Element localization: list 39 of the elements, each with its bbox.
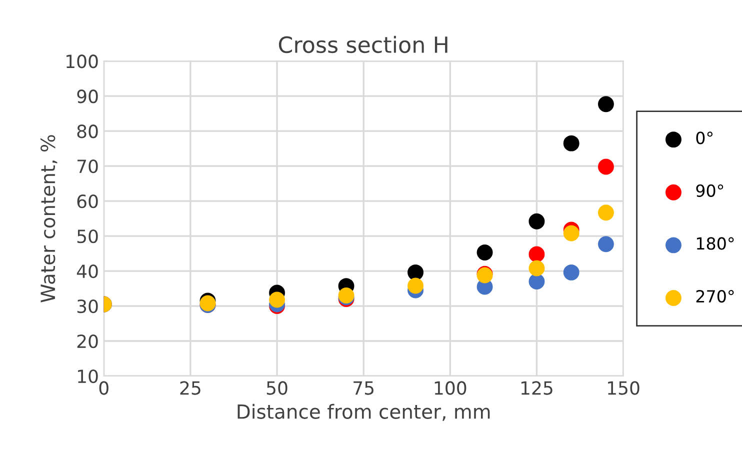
legend-label: 270° bbox=[696, 290, 734, 303]
x-tick-label: 150 bbox=[608, 381, 640, 395]
x-tick-label: 125 bbox=[521, 381, 552, 395]
point bbox=[563, 225, 580, 242]
point bbox=[528, 246, 545, 262]
y-tick-label: 90 bbox=[77, 90, 98, 104]
y-tick-label: 40 bbox=[76, 264, 98, 278]
point bbox=[563, 264, 580, 280]
point bbox=[476, 244, 493, 260]
y-tick-label: 30 bbox=[77, 299, 98, 314]
point bbox=[563, 135, 580, 152]
x-tick-label: 50 bbox=[266, 381, 288, 395]
y-tick-label: 70 bbox=[78, 160, 98, 174]
point bbox=[408, 278, 424, 294]
x-axis-title: Distance from center, mm bbox=[238, 404, 490, 421]
y-tick-label: 100 bbox=[66, 54, 98, 68]
y-tick-label: 20 bbox=[77, 334, 98, 348]
y-tick-label: 50 bbox=[77, 230, 98, 244]
point bbox=[598, 236, 614, 252]
legend-label: 180° bbox=[696, 237, 734, 250]
legend-label: 90° bbox=[696, 184, 724, 197]
point bbox=[528, 213, 545, 230]
y-tick-label: 60 bbox=[77, 194, 98, 208]
point bbox=[598, 204, 614, 221]
point bbox=[528, 274, 545, 290]
point bbox=[598, 158, 614, 175]
x-tick-label: 75 bbox=[354, 381, 374, 395]
y-tick-label: 80 bbox=[77, 124, 98, 138]
x-tick-label: 100 bbox=[434, 381, 466, 395]
point bbox=[598, 96, 614, 112]
point bbox=[408, 264, 424, 280]
x-tick-label: 25 bbox=[180, 381, 200, 395]
chart-title: Cross section H bbox=[278, 36, 448, 54]
legend-label: 0° bbox=[696, 132, 712, 144]
point bbox=[269, 292, 285, 308]
x-tick-label: 0 bbox=[99, 381, 108, 395]
y-axis-title: Water content, % bbox=[40, 135, 58, 302]
point bbox=[528, 260, 545, 276]
y-tick-label: 10 bbox=[78, 369, 98, 384]
